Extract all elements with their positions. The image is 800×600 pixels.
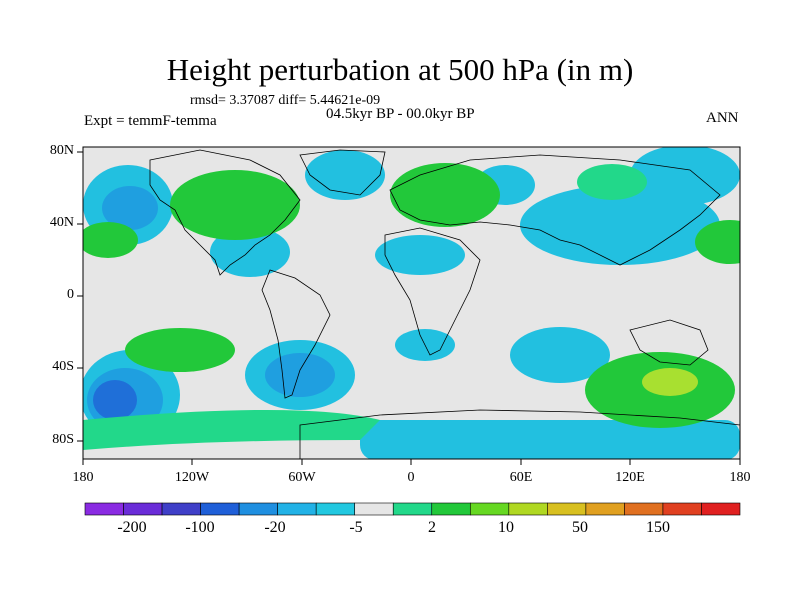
- lon-label-180w: 180: [72, 470, 94, 485]
- coastlines: [149, 149, 740, 459]
- colorbar-swatch: [431, 502, 471, 516]
- season-text: ANN: [706, 110, 739, 126]
- colorbar-label: -5: [349, 519, 363, 536]
- colorbar-swatch: [238, 502, 278, 516]
- lat-label-40n: 40N: [49, 215, 74, 230]
- lat-label-0: 0: [67, 287, 74, 302]
- colorbar-swatch: [315, 502, 356, 516]
- lon-label-60e: 60E: [509, 470, 533, 485]
- colorbar-label: 2: [428, 519, 436, 536]
- pos-region-europe: [390, 163, 500, 227]
- neg-core-npacific: [102, 186, 158, 230]
- neg-region-indian: [510, 327, 610, 383]
- colorbar-swatch: [392, 502, 433, 516]
- lon-label-120e: 120E: [615, 470, 645, 485]
- lat-label-80n: 80N: [49, 143, 74, 158]
- colorbar: [84, 502, 741, 516]
- colorbar-label: -20: [264, 519, 286, 536]
- lat-label-40s: 40S: [52, 359, 74, 374]
- colorbar-swatch: [624, 502, 664, 516]
- lon-label-120w: 120W: [174, 470, 210, 485]
- colorbar-swatch: [277, 502, 317, 516]
- colorbar-swatch: [585, 502, 625, 516]
- stats-text: rmsd= 3.37087 diff= 5.44621e-09: [190, 93, 381, 108]
- neg-core-sopacific: [265, 353, 335, 397]
- pos-region-siberia: [577, 164, 647, 200]
- contour-field: [83, 147, 740, 459]
- pos-core-australia: [642, 368, 698, 396]
- colorbar-swatch: [161, 502, 201, 516]
- colorbar-swatch: [123, 502, 163, 516]
- colorbar-label: -100: [185, 519, 215, 536]
- neg-region-greenland: [305, 150, 385, 200]
- colorbar-swatch: [469, 502, 510, 516]
- lon-label-180e: 180: [729, 470, 751, 485]
- pos-region-canada: [170, 170, 300, 240]
- colorbar-swatch: [84, 502, 124, 516]
- pos-region-pacific: [83, 222, 138, 258]
- neg-region-npacific-east: [630, 147, 740, 205]
- colorbar-label: 150: [646, 519, 670, 536]
- lon-label-60w: 60W: [288, 470, 316, 485]
- colorbar-swatch: [508, 502, 548, 516]
- colorbar-swatch: [662, 502, 702, 516]
- pos-region-pacific-east: [695, 220, 740, 264]
- colorbar-swatch: [701, 502, 741, 516]
- colorbar-label: 50: [572, 519, 588, 536]
- neg-region-asia: [520, 185, 720, 265]
- lat-label-80s: 80S: [52, 432, 74, 447]
- plot-title: Height perturbation at 500 hPa (in m): [166, 52, 634, 87]
- lon-label-0: 0: [407, 470, 415, 485]
- colorbar-swatch: [200, 502, 240, 516]
- neg-region-atlantic: [375, 235, 465, 275]
- axis-ticks: [77, 151, 741, 465]
- pos-region-southern-ocean: [83, 410, 380, 450]
- pos-region-se-pacific: [125, 328, 235, 372]
- period-text: 04.5kyr BP - 00.0kyr BP: [326, 106, 475, 122]
- experiment-text: Expt = temmF-temma: [84, 113, 217, 129]
- colorbar-label: -200: [117, 519, 147, 536]
- colorbar-swatch: [354, 502, 394, 516]
- neg-core-spacific: [93, 380, 137, 420]
- colorbar-swatch: [547, 502, 587, 516]
- colorbar-label: 10: [498, 519, 514, 536]
- neg-region-antarctic: [360, 420, 740, 459]
